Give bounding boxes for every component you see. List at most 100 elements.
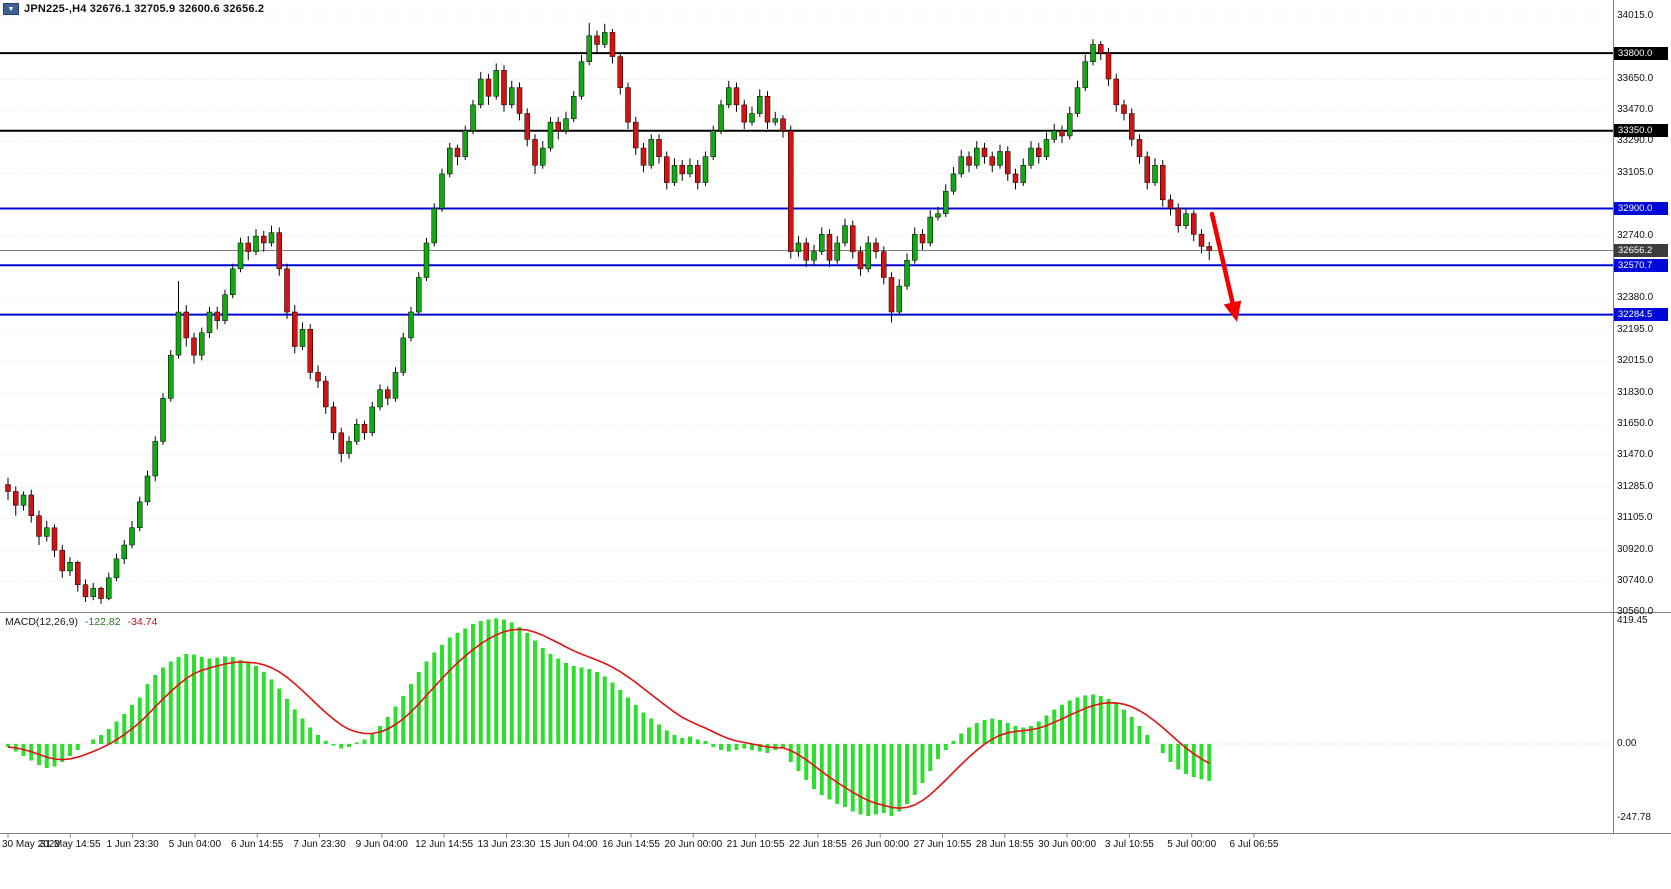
candle-body — [710, 130, 716, 157]
macd-histogram-bar — [633, 705, 638, 744]
candle-body — [524, 113, 530, 140]
macd-histogram-bar — [122, 714, 127, 744]
macd-histogram-bar — [230, 657, 235, 744]
candle-body — [540, 147, 546, 166]
macd-histogram-bar — [1044, 715, 1049, 744]
macd-histogram-bar — [308, 727, 313, 744]
price-axis[interactable] — [1613, 0, 1671, 833]
triangle-down-icon[interactable]: ▼ — [3, 3, 19, 15]
candle-body — [214, 311, 220, 321]
candle-body — [974, 147, 980, 166]
candle-body — [881, 251, 887, 278]
macd-histogram-bar — [726, 744, 731, 752]
candle-body — [36, 515, 42, 537]
candle-body — [919, 234, 926, 244]
macd-histogram-bar — [1137, 726, 1142, 744]
macd-histogram-bar — [750, 744, 754, 750]
macd-histogram-bar — [1191, 744, 1196, 777]
time-axis[interactable] — [0, 833, 1671, 889]
candle-body — [354, 423, 360, 442]
candle-body — [261, 235, 267, 244]
candle-body — [82, 584, 89, 598]
macd-histogram-bar — [719, 744, 723, 750]
macd-histogram-bar — [114, 721, 119, 744]
candle-body — [51, 527, 58, 551]
candle-body — [129, 527, 135, 546]
macd-histogram-bar — [819, 744, 824, 795]
candle-body — [1191, 213, 1197, 235]
candle-body — [640, 147, 647, 166]
macd-value: -122.82 — [84, 616, 121, 628]
candle-body — [462, 130, 468, 157]
candle-body — [865, 242, 871, 270]
candle-body — [788, 130, 794, 252]
macd-histogram-bar — [463, 628, 468, 744]
macd-histogram-bar — [440, 645, 444, 744]
candle-body — [501, 70, 507, 106]
candle-body — [842, 225, 848, 244]
candle-body — [245, 242, 251, 252]
candle-body — [106, 577, 112, 599]
macd-histogram-bar — [525, 633, 530, 744]
candle-body — [749, 113, 755, 123]
macd-histogram-bar — [889, 744, 894, 816]
candle-body — [989, 156, 995, 166]
candle-body — [59, 549, 65, 572]
candle-body — [447, 147, 453, 175]
chart-plot-area[interactable] — [0, 0, 1613, 613]
candle-body — [377, 389, 383, 408]
candle-body — [695, 165, 701, 183]
macd-histogram-bar — [796, 744, 801, 771]
candle-body — [819, 234, 825, 252]
down-arrow-annotation[interactable] — [1209, 211, 1235, 305]
candle-body — [144, 475, 151, 503]
macd-plot-area[interactable] — [0, 612, 1613, 834]
macd-histogram-bar — [1013, 726, 1018, 744]
candle-body — [168, 354, 174, 399]
candle-body — [268, 232, 275, 244]
macd-histogram-bar — [184, 654, 189, 744]
candle-body — [578, 61, 585, 97]
candle-body — [206, 311, 213, 333]
candle-body — [888, 277, 895, 313]
macd-histogram-bar — [990, 718, 995, 744]
candle-body — [1036, 147, 1042, 157]
macd-histogram-bar — [649, 718, 654, 744]
candle-body — [609, 32, 616, 57]
candle-body — [431, 208, 437, 244]
candle-body — [400, 337, 406, 373]
candle-body — [586, 35, 592, 62]
macd-histogram-bar — [323, 741, 328, 744]
macd-histogram-bar — [370, 733, 375, 744]
candle-body — [5, 484, 11, 492]
candle-body — [1105, 52, 1112, 80]
macd-histogram-bar — [1029, 726, 1033, 744]
macd-histogram-bar — [207, 658, 212, 744]
candle-body — [276, 232, 282, 270]
candle-body — [299, 329, 306, 347]
candle-body — [966, 156, 972, 166]
macd-histogram-bar — [1106, 699, 1111, 744]
macd-histogram-bar — [447, 637, 452, 744]
candle-body — [1028, 147, 1034, 166]
macd-histogram-bar — [827, 744, 832, 800]
macd-histogram-bar — [1021, 727, 1026, 744]
down-arrow-head — [1223, 300, 1242, 322]
macd-histogram-bar — [905, 744, 909, 804]
macd-histogram-bar — [920, 744, 925, 783]
candle-body — [1175, 208, 1181, 226]
chart-title-bar: ▼ JPN225-,H4 32676.1 32705.9 32600.6 326… — [3, 3, 264, 15]
macd-histogram-bar — [223, 656, 227, 744]
macd-histogram-bar — [52, 744, 57, 767]
macd-histogram-bar — [1114, 703, 1119, 744]
candle-body — [175, 311, 182, 356]
candle-body — [780, 118, 786, 132]
candle-body — [1144, 156, 1150, 183]
macd-histogram-bar — [401, 696, 406, 744]
candle-body — [850, 225, 856, 252]
candle-body — [423, 242, 430, 278]
macd-histogram-bar — [804, 744, 809, 780]
macd-histogram-bar — [316, 735, 320, 744]
candle-body — [75, 562, 81, 585]
